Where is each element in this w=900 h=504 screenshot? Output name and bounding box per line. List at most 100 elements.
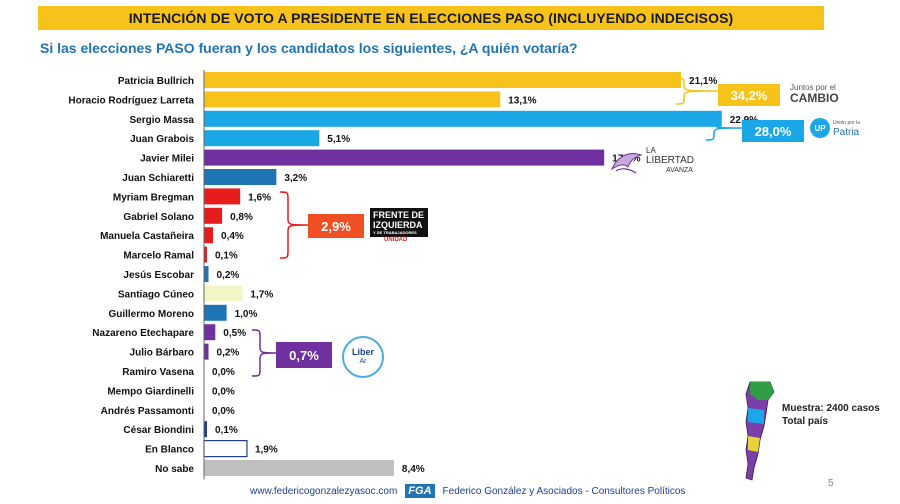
bar (204, 188, 241, 205)
footer-company: Federico González y Asociados - Consulto… (442, 485, 686, 497)
category-label: César Biondini (123, 425, 194, 436)
bar (204, 110, 722, 127)
logo-udp-badge: UP (814, 123, 826, 133)
logo-liber-line1: Liber (351, 347, 374, 357)
bar (204, 266, 209, 282)
data-label: 1,0% (235, 309, 258, 320)
sample-scope: Total país (782, 416, 828, 427)
union-por-la-patria-logo: UP Unión por la Patria (810, 118, 860, 138)
category-label: Mempo Giardinelli (107, 386, 194, 397)
group-box-juntos: 34,2% (718, 84, 780, 106)
category-label: Gabriel Solano (123, 212, 194, 223)
category-label: Horacio Rodríguez Larreta (68, 95, 194, 106)
logo-fit-line3: Y DE TRABAJADORES (373, 230, 417, 235)
bar (204, 149, 605, 166)
lion-icon (610, 153, 643, 174)
liberar-logo: Liber Ar (342, 336, 384, 378)
chart-title: INTENCIÓN DE VOTO A PRESIDENTE EN ELECCI… (128, 10, 734, 26)
group-bracket (251, 329, 277, 377)
bar (204, 91, 501, 108)
category-label: Myriam Bregman (113, 192, 194, 203)
bar (204, 72, 682, 88)
patria-text: Unión por la Patria (833, 119, 860, 138)
group-value-patria: 28,0% (754, 123, 792, 139)
logo-fit-line4: UNIDAD (384, 237, 408, 243)
data-label: 0,0% (212, 386, 235, 397)
category-label: Julio Bárbaro (130, 348, 194, 359)
la-libertad-avanza-logo: LA LIBERTAD AVANZA (608, 146, 694, 176)
fit-block: FRENTE DE IZQUIERDA Y DE TRABAJADORES (370, 208, 428, 237)
group-bracket (279, 191, 309, 259)
category-label: Ramiro Vasena (122, 367, 194, 378)
logo-udp-small: Unión por la (833, 120, 860, 126)
category-label: Manuela Castañeira (100, 231, 194, 242)
category-label: En Blanco (145, 445, 194, 456)
data-label: 13,1% (508, 95, 536, 106)
data-label: 0,8% (230, 212, 253, 223)
data-label: 0,2% (217, 270, 240, 281)
fga-logo: FGA (405, 484, 435, 498)
data-label: 8,4% (402, 464, 425, 475)
data-label: 0,2% (217, 348, 240, 359)
juntos-por-el-cambio-logo: Juntos por el CAMBIO (790, 82, 839, 104)
logo-lla-line3: AVANZA (666, 167, 693, 174)
data-label: 0,5% (223, 328, 246, 339)
logo-jxc-line1: Juntos por el (790, 83, 836, 92)
logo-jxc-line2: CAMBIO (790, 91, 839, 105)
patria-badge-icon: UP (810, 118, 830, 138)
category-label: Sergio Massa (130, 115, 195, 126)
logo-liber-line2: Ar (359, 358, 367, 365)
data-label: 0,1% (215, 425, 238, 436)
data-label: 1,6% (248, 192, 271, 203)
bar (204, 343, 209, 360)
logo-lla-line1: LA (646, 146, 656, 155)
group-box-liberar: 0,7% (276, 342, 332, 368)
chart-subtitle: Si las elecciones PASO fueran y los cand… (40, 40, 578, 56)
bar (204, 227, 214, 244)
logo-fit-line2: IZQUIERDA (373, 220, 423, 230)
bar (204, 130, 320, 147)
logo-lla-line2: LIBERTAD (646, 155, 694, 166)
bar (204, 207, 223, 224)
group-value-juntos: 34,2% (730, 87, 768, 103)
logo-fit-line1: FRENTE DE (373, 210, 425, 220)
category-label: Guillermo Moreno (108, 309, 194, 320)
data-label: 3,2% (284, 173, 307, 184)
category-label: Marcelo Ramal (123, 251, 194, 262)
category-label: Javier Milei (140, 154, 194, 165)
data-label: 5,1% (327, 134, 350, 145)
category-label: Juan Grabois (130, 134, 194, 145)
category-label: Juan Schiaretti (122, 173, 194, 184)
footer-url[interactable]: www.federicogonzalezyasoc.com (250, 485, 398, 497)
logo-udp-big: Patria (833, 127, 860, 138)
title-bar: INTENCIÓN DE VOTO A PRESIDENTE EN ELECCI… (38, 6, 824, 30)
bar (204, 324, 216, 341)
group-box-patria: 28,0% (742, 120, 804, 142)
argentina-map-icon (745, 381, 775, 481)
page-number: 5 (828, 478, 834, 489)
bar (204, 285, 243, 302)
category-label: Jesús Escobar (123, 270, 194, 281)
bar (204, 460, 394, 476)
bar (204, 421, 207, 438)
data-label: 1,9% (255, 445, 278, 456)
data-label: 0,0% (212, 406, 235, 417)
category-label: Nazareno Etechapare (92, 328, 194, 339)
category-label: Patricia Bullrich (118, 76, 194, 87)
frente-de-izquierda-logo: FRENTE DE IZQUIERDA Y DE TRABAJADORES UN… (370, 208, 428, 243)
data-label: 0,1% (215, 251, 238, 262)
group-value-izquierda: 2,9% (321, 218, 351, 234)
category-label: Santiago Cúneo (118, 289, 194, 300)
data-label: 0,0% (212, 367, 235, 378)
data-label: 21,1% (689, 76, 717, 87)
footer: www.federicogonzalezyasoc.com FGA Federi… (250, 484, 685, 498)
bar (204, 304, 227, 321)
lla-text: LA LIBERTAD AVANZA (646, 146, 694, 176)
bar (204, 246, 207, 263)
sample-note: Muestra: 2400 casos Total país (782, 402, 880, 428)
data-label: 0,4% (221, 231, 244, 242)
group-box-izquierda: 2,9% (308, 214, 364, 238)
category-label: No sabe (155, 464, 194, 475)
sample-size: Muestra: 2400 casos (782, 403, 880, 414)
